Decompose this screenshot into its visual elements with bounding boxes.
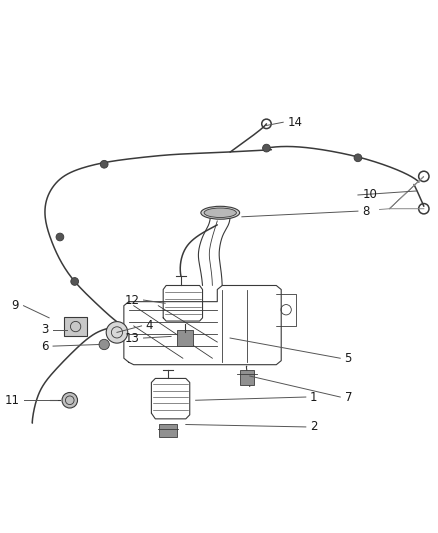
FancyBboxPatch shape (177, 330, 193, 346)
Text: 6: 6 (41, 340, 49, 353)
FancyBboxPatch shape (159, 424, 177, 437)
FancyBboxPatch shape (64, 317, 87, 336)
Text: 9: 9 (12, 299, 19, 312)
Text: 2: 2 (310, 421, 318, 433)
Circle shape (100, 160, 108, 168)
Text: 8: 8 (362, 205, 370, 217)
Text: 5: 5 (345, 352, 352, 365)
Text: 13: 13 (124, 332, 139, 344)
Text: 12: 12 (124, 294, 139, 306)
Circle shape (56, 233, 64, 241)
Text: 14: 14 (287, 116, 303, 129)
Circle shape (71, 278, 78, 285)
Text: 10: 10 (362, 189, 377, 201)
Text: 11: 11 (4, 394, 19, 407)
Circle shape (354, 154, 362, 161)
Ellipse shape (204, 208, 237, 217)
Circle shape (106, 321, 128, 343)
Circle shape (263, 144, 270, 152)
Circle shape (62, 392, 78, 408)
Circle shape (99, 340, 110, 350)
Text: 4: 4 (146, 319, 153, 333)
Text: 1: 1 (310, 391, 318, 403)
Ellipse shape (201, 206, 240, 219)
FancyBboxPatch shape (240, 370, 254, 385)
Text: 7: 7 (345, 391, 352, 403)
Text: 3: 3 (41, 324, 49, 336)
